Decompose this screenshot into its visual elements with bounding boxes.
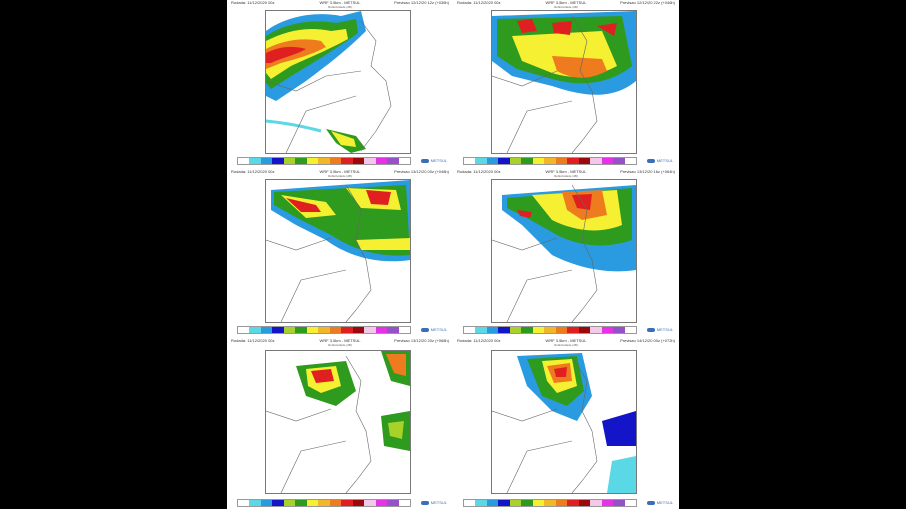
reflectivity-map <box>491 179 637 323</box>
reflectivity-map <box>265 350 411 494</box>
reflectivity-map <box>491 10 637 154</box>
panel-header: Rodada: 11/12/2020 00z WRF 3.5km - METSU… <box>231 338 449 348</box>
cloud-icon <box>646 158 655 163</box>
forecast-label: Previsao 13/12/20 20z (+068h) <box>394 338 449 343</box>
forecast-panel: Rodada: 11/12/2020 00z WRF 3.5km - METSU… <box>227 0 453 169</box>
forecast-label: Previsao 14/12/20 00z (+072h) <box>620 338 675 343</box>
metsul-logo: METSUL <box>646 327 673 332</box>
color-legend <box>237 499 411 507</box>
cloud-icon <box>420 158 429 163</box>
panel-header: Rodada: 11/12/2020 00z WRF 3.5km - METSU… <box>457 0 675 10</box>
field-label: Refletividade (dB) <box>554 174 578 178</box>
run-label: Rodada: 11/12/2020 00z <box>457 0 501 5</box>
metsul-logo: METSUL <box>646 500 673 505</box>
field-label: Refletividade (dB) <box>328 343 352 347</box>
color-legend <box>237 326 411 334</box>
color-legend <box>463 157 637 165</box>
color-legend <box>237 157 411 165</box>
cloud-icon <box>646 327 655 332</box>
cloud-icon <box>420 500 429 505</box>
forecast-panel: Rodada: 11/12/2020 00z WRF 3.5km - METSU… <box>453 169 679 338</box>
field-label: Refletividade (dB) <box>328 5 352 9</box>
forecast-panel: Rodada: 11/12/2020 00z WRF 3.5km - METSU… <box>227 338 453 507</box>
metsul-logo: METSUL <box>420 158 447 163</box>
metsul-logo: METSUL <box>646 158 673 163</box>
forecast-label: Previsao 12/12/20 12z (+036h) <box>394 0 449 5</box>
color-legend <box>463 499 637 507</box>
model-label: WRF 3.5km - METSUL <box>545 0 587 5</box>
panel-header: Rodada: 11/12/2020 00z WRF 3.5km - METSU… <box>231 0 449 10</box>
run-label: Rodada: 11/12/2020 00z <box>231 0 275 5</box>
forecast-panel: Rodada: 11/12/2020 00z WRF 3.5km - METSU… <box>453 338 679 507</box>
metsul-logo: METSUL <box>420 500 447 505</box>
reflectivity-map <box>265 179 411 323</box>
reflectivity-map <box>265 10 411 154</box>
model-label: WRF 3.5km - METSUL <box>545 338 587 343</box>
model-label: WRF 3.5km - METSUL <box>545 169 587 174</box>
model-label: WRF 3.5km - METSUL <box>319 169 361 174</box>
field-label: Refletividade (dB) <box>328 174 352 178</box>
forecast-sheet: Rodada: 11/12/2020 00z WRF 3.5km - METSU… <box>227 0 679 509</box>
panel-header: Rodada: 11/12/2020 00z WRF 3.5km - METSU… <box>457 338 675 348</box>
run-label: Rodada: 11/12/2020 00z <box>457 169 501 174</box>
cloud-icon <box>646 500 655 505</box>
panel-header: Rodada: 11/12/2020 00z WRF 3.5km - METSU… <box>457 169 675 179</box>
run-label: Rodada: 11/12/2020 00z <box>231 338 275 343</box>
forecast-label: Previsao 13/12/20 00z (+048h) <box>394 169 449 174</box>
model-label: WRF 3.5km - METSUL <box>319 0 361 5</box>
forecast-panel: Rodada: 11/12/2020 00z WRF 3.5km - METSU… <box>227 169 453 338</box>
cloud-icon <box>420 327 429 332</box>
model-label: WRF 3.5km - METSUL <box>319 338 361 343</box>
forecast-panel: Rodada: 11/12/2020 00z WRF 3.5km - METSU… <box>453 0 679 169</box>
forecast-label: Previsao 12/12/20 22z (+046h) <box>620 0 675 5</box>
field-label: Refletividade (dB) <box>554 5 578 9</box>
reflectivity-map <box>491 350 637 494</box>
metsul-logo: METSUL <box>420 327 447 332</box>
run-label: Rodada: 11/12/2020 00z <box>231 169 275 174</box>
run-label: Rodada: 11/12/2020 00z <box>457 338 501 343</box>
field-label: Refletividade (dB) <box>554 343 578 347</box>
panel-header: Rodada: 11/12/2020 00z WRF 3.5km - METSU… <box>231 169 449 179</box>
forecast-label: Previsao 13/12/20 16z (+064h) <box>620 169 675 174</box>
color-legend <box>463 326 637 334</box>
